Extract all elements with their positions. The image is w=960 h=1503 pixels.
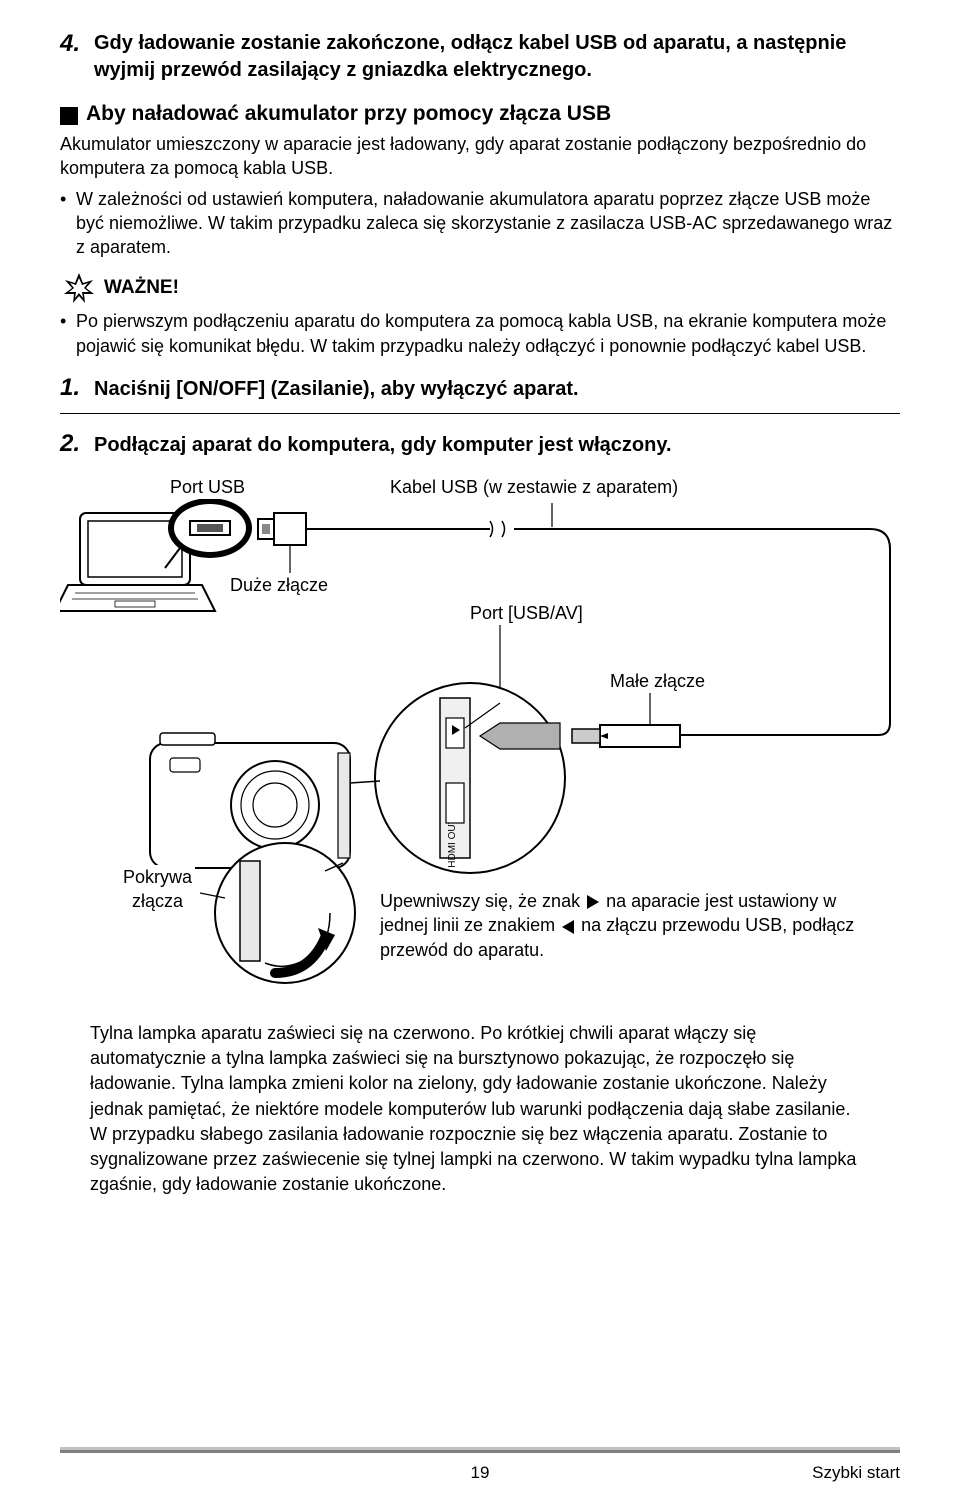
page-number: 19 xyxy=(471,1463,490,1483)
bullet-dot-icon: • xyxy=(60,187,76,260)
step-4-number: 4. xyxy=(60,30,94,84)
important-row: WAŻNE! xyxy=(60,271,900,305)
bullet-1-text: W zależności od ustawień komputera, nała… xyxy=(76,187,900,260)
step-2: 2. Podłączaj aparat do komputera, gdy ko… xyxy=(60,430,900,459)
bullet-2: • Po pierwszym podłączeniu aparatu do ko… xyxy=(60,309,900,358)
svg-text:HDMI OUT: HDMI OUT xyxy=(447,818,458,867)
note-part1: Upewniwszy się, że znak xyxy=(380,891,585,911)
step-2-number: 2. xyxy=(60,430,94,459)
square-bullet-icon xyxy=(60,107,78,125)
long-paragraph: Tylna lampka aparatu zaświeci się na cze… xyxy=(90,1021,870,1197)
footer-section: Szybki start xyxy=(812,1463,900,1483)
step-1-text: Naciśnij [ON/OFF] (Zasilanie), aby wyłąc… xyxy=(94,374,579,403)
footer-divider xyxy=(60,1447,900,1453)
label-port-usb: Port USB xyxy=(170,475,245,499)
label-kabel-usb: Kabel USB (w zestawie z aparatem) xyxy=(390,475,678,499)
page-footer: 19 Szybki start xyxy=(60,1447,900,1483)
burst-icon xyxy=(60,271,98,305)
intro-paragraph: Akumulator umieszczony w aparacie jest ł… xyxy=(60,132,900,181)
triangle-left-icon xyxy=(562,920,574,934)
bullet-1: • W zależności od ustawień komputera, na… xyxy=(60,187,900,260)
step-4-text: Gdy ładowanie zostanie zakończone, odłąc… xyxy=(94,30,900,84)
divider xyxy=(60,413,900,414)
diagram-note: Upewniwszy się, że znak na aparacie jest… xyxy=(380,889,860,962)
label-pokrywa-zlacza: Pokrywa złącza xyxy=(120,865,195,914)
step-2-text: Podłączaj aparat do komputera, gdy kompu… xyxy=(94,430,672,459)
triangle-right-icon xyxy=(587,895,599,909)
label-duze-zlacze: Duże złącze xyxy=(230,573,328,597)
label-male-zlacze: Małe złącze xyxy=(610,669,705,693)
subheading-row: Aby naładować akumulator przy pomocy złą… xyxy=(60,102,900,126)
step-1-number: 1. xyxy=(60,374,94,403)
step-4: 4. Gdy ładowanie zostanie zakończone, od… xyxy=(60,30,900,84)
important-label: WAŻNE! xyxy=(104,277,179,299)
bullet-2-text: Po pierwszym podłączeniu aparatu do komp… xyxy=(76,309,900,358)
connection-diagram: HDMI OUT Port USB Kabel USB (w zestawie … xyxy=(60,473,900,1003)
label-port-usbav: Port [USB/AV] xyxy=(470,601,583,625)
step-1: 1. Naciśnij [ON/OFF] (Zasilanie), aby wy… xyxy=(60,374,900,403)
bullet-dot-icon: • xyxy=(60,309,76,358)
subheading-text: Aby naładować akumulator przy pomocy złą… xyxy=(86,102,611,126)
